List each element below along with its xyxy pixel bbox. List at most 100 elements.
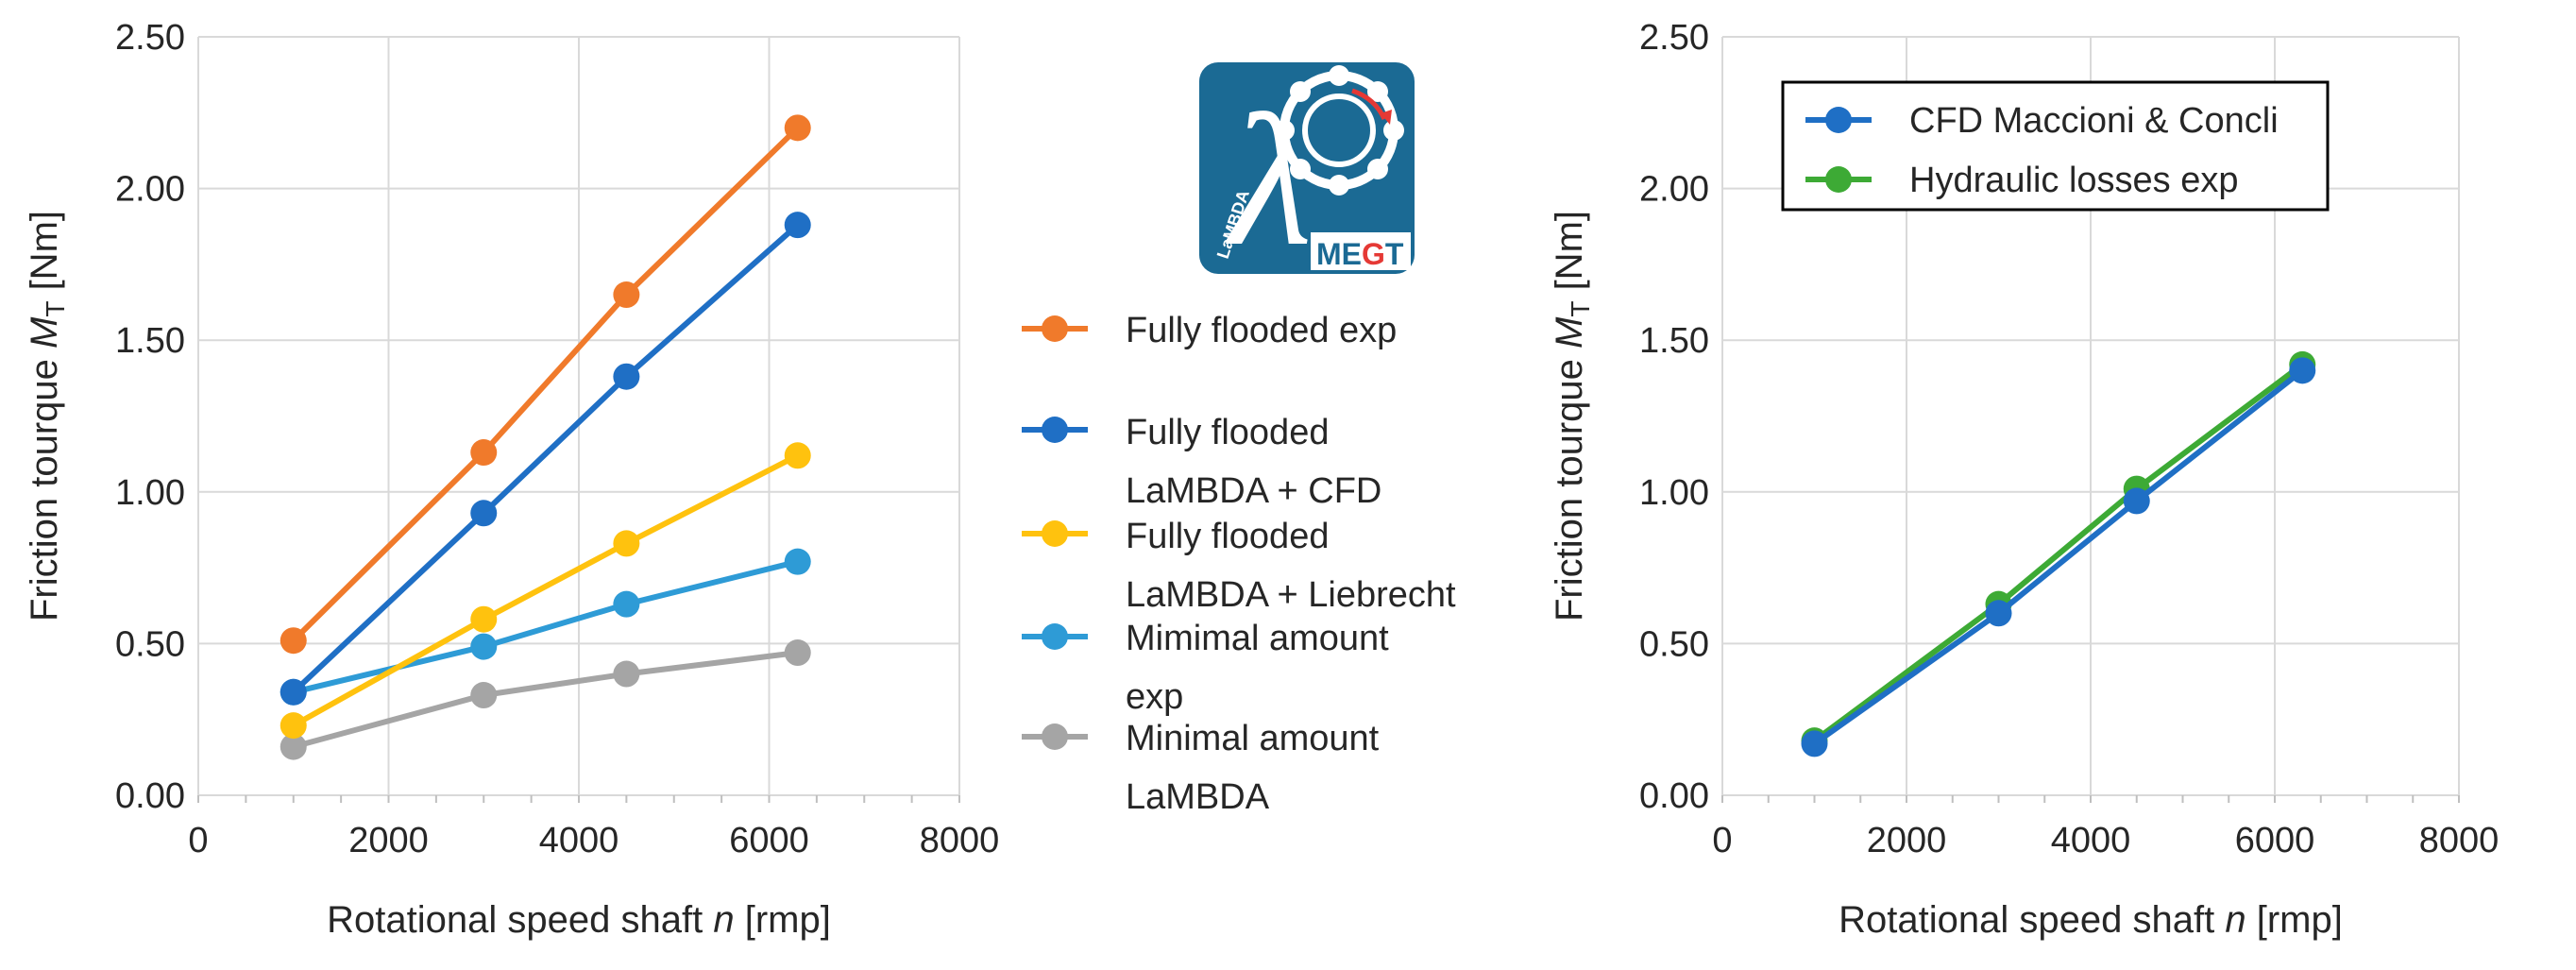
data-point [470,682,498,709]
logo-arrow-head [1381,110,1392,125]
grid [197,36,960,803]
series-line [291,222,800,694]
data-point [784,548,811,575]
legend-item: Fully flooded LaMBDA + CFD [1022,413,1381,511]
legend-item: Minimal amount LaMBDA [1022,719,1380,817]
legend-label: LaMBDA + CFD [1126,471,1381,511]
legend-swatch-marker [1825,107,1852,133]
logo-brand-text: MEGT [1316,237,1404,271]
logo-brand-plate [1311,232,1411,270]
y-tick-label: 0.00 [115,776,185,816]
series [280,442,811,740]
x-tick-label: 6000 [729,821,809,860]
y-tick-label: 2.50 [1639,18,1709,58]
tick-labels: 0.00 0.50 1.00 1.50 2.00 2.50 0 2000 4000 6000 800… [115,18,999,860]
legend-swatch-marker [1042,417,1068,443]
data-point [613,590,640,618]
legend-label: Mimimal amount [1126,619,1389,658]
legend: CFD Maccioni & Concli Hydraulic losses ex… [1781,80,2330,212]
logo-bearing-balls [1274,65,1404,196]
legend-item: Fully flooded exp [1022,311,1397,350]
lambda-megt-logo: λ LaMBDA MEGT [1199,62,1415,285]
x-tick-label: 0 [188,821,208,860]
series-line [291,126,800,643]
y-axis-title: Friction tourque MT [Nm] [24,211,70,621]
legend-label: Fully flooded [1126,517,1329,556]
tick-labels: 0.00 0.50 1.00 1.50 2.00 2.50 0 2000 4000 6000 800… [1639,18,2499,860]
legend-label: LaMBDA + Liebrecht [1126,575,1456,615]
x-tick-label: 4000 [539,821,619,860]
data-point [613,363,640,390]
data-point [1985,600,2012,627]
data-point [470,605,498,633]
legend-swatch-marker [1042,520,1068,547]
series [280,639,811,760]
data-point [470,633,498,660]
legend-label: LaMBDA [1126,777,1270,817]
data-point [613,660,640,688]
right-chart: 0.00 0.50 1.00 1.50 2.00 2.50 0 2000 4000 6000 800… [1549,18,2499,941]
y-tick-label: 2.50 [115,18,185,58]
series-line [1812,362,2305,743]
data-point [470,500,498,527]
data-point [613,530,640,557]
x-tick-label: 2000 [1867,821,1947,860]
data-point [1801,730,1828,757]
y-axis-title: Friction tourque MT [Nm] [1549,211,1595,621]
series [280,114,811,655]
legend-item: CFD Maccioni & Concli [1805,101,2279,141]
y-tick-label: 2.00 [115,170,185,210]
legend-label: CFD Maccioni & Concli [1909,101,2279,141]
series [280,212,811,706]
series [1801,350,2316,755]
y-tick-label: 2.00 [1639,170,1709,210]
data-point [613,281,640,309]
x-tick-label: 8000 [920,821,1000,860]
legend-swatch-marker [1825,166,1852,193]
x-tick-label: 4000 [2051,821,2131,860]
y-tick-label: 0.50 [115,624,185,664]
data-point [784,639,811,667]
data-point [784,114,811,142]
y-tick-label: 1.00 [115,473,185,513]
data-point [280,678,307,706]
data-point [280,627,307,655]
legend-item: Mimimal amount exp [1022,619,1389,717]
x-tick-label: 2000 [348,821,429,860]
legend-label: exp [1126,677,1183,717]
legend: Fully flooded exp Fully flooded LaMBDA + C… [1022,311,1456,817]
data-point [2289,357,2316,384]
x-tick-label: 0 [1712,821,1732,860]
legend-label: Hydraulic losses exp [1909,161,2238,200]
legend-box [1781,80,2330,212]
logo-bearing-inner [1302,94,1376,167]
y-tick-label: 0.50 [1639,624,1709,664]
y-tick-label: 1.00 [1639,473,1709,513]
series-group [1801,350,2316,757]
series-line [293,558,799,695]
data-point [280,712,307,740]
x-tick-label: 6000 [2235,821,2315,860]
x-axis-title: Rotational speed shaft n [rmp] [1839,899,2343,941]
legend-label: Fully flooded [1126,413,1329,452]
series-group [280,114,811,760]
data-point [2123,487,2150,515]
legend-swatch-marker [1042,623,1068,650]
x-axis-title: Rotational speed shaft n [rmp] [327,899,831,941]
y-tick-label: 0.00 [1639,776,1709,816]
y-tick-label: 1.50 [1639,321,1709,361]
series [1801,357,2316,757]
legend-item: Hydraulic losses exp [1805,161,2238,200]
left-chart: 0.00 0.50 1.00 1.50 2.00 2.50 0 2000 4000 6000 800… [24,18,1456,941]
legend-label: Fully flooded exp [1126,311,1397,350]
x-tick-label: 8000 [2419,821,2500,860]
legend-label: Minimal amount [1126,719,1380,758]
series-line [1812,367,2305,746]
series-line [292,650,799,750]
legend-swatch-marker [1042,315,1068,342]
data-point [280,733,307,760]
legend-swatch-marker [1042,723,1068,750]
data-point [470,439,498,467]
data-point [784,212,811,239]
